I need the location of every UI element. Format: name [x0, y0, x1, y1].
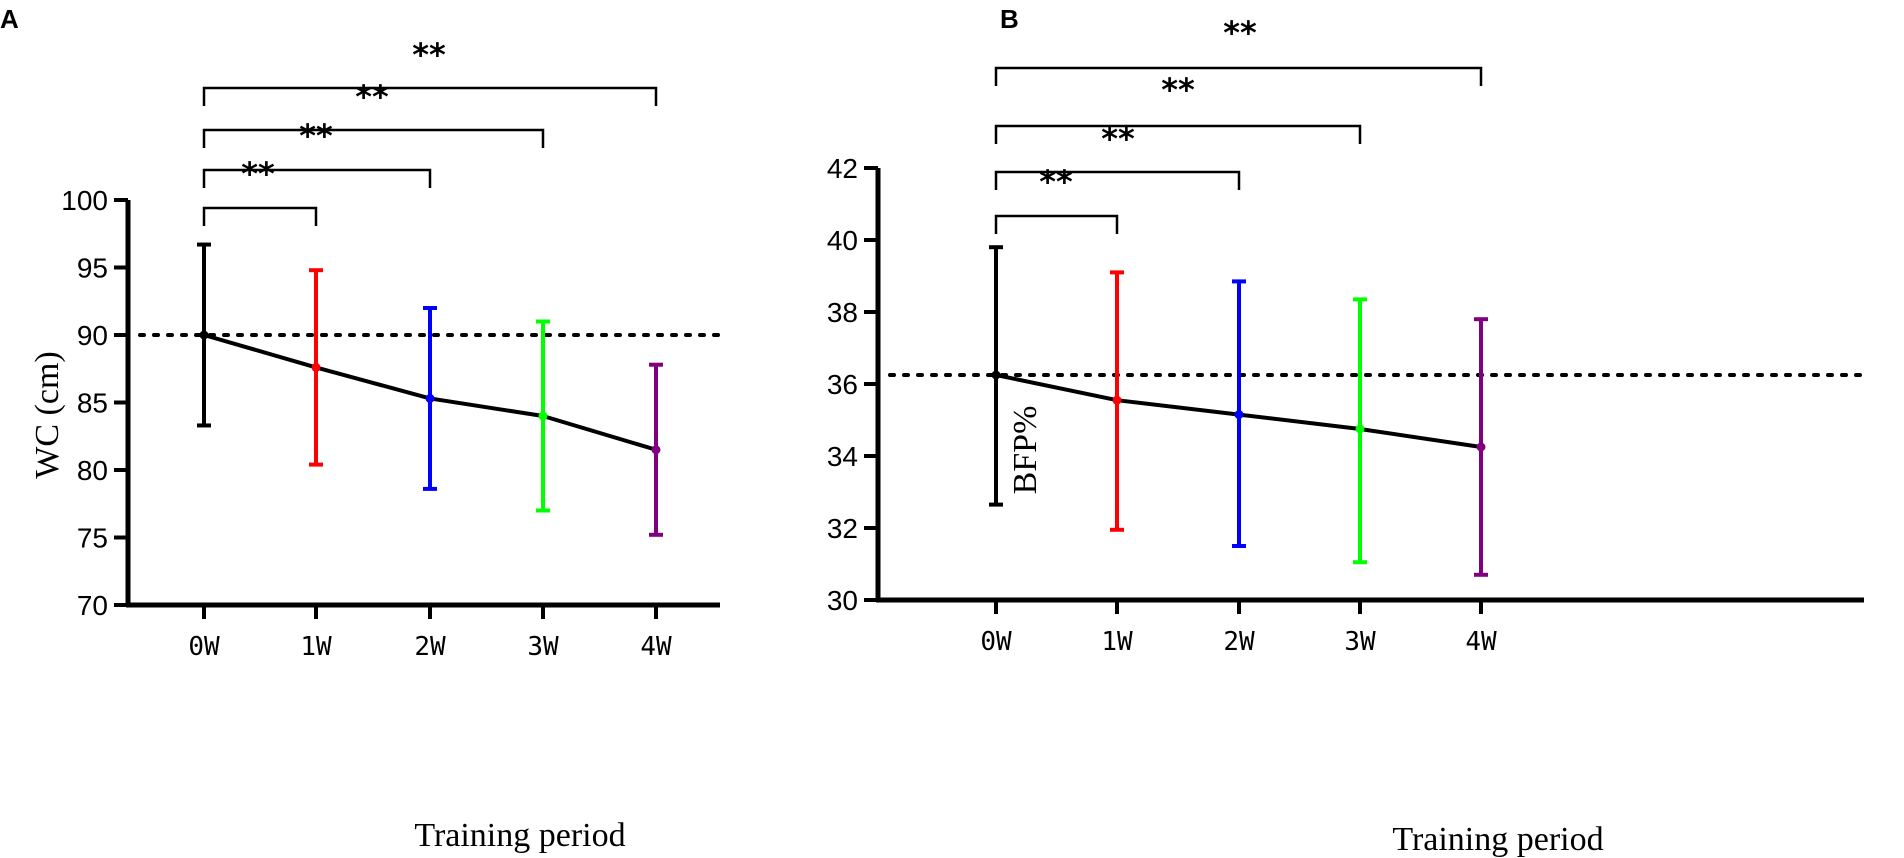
- y-tick-label: 100: [61, 185, 108, 216]
- y-tick-label: 95: [77, 253, 108, 284]
- significance-bracket: [994, 214, 1119, 234]
- data-point: [538, 411, 548, 421]
- data-point: [1112, 395, 1122, 405]
- y-tick-label: 34: [827, 441, 858, 472]
- x-tick-label: 3W: [1344, 627, 1376, 657]
- y-tick-label: 38: [827, 297, 858, 328]
- x-tick-label: 3W: [527, 632, 559, 662]
- y-tick-label: 30: [827, 585, 858, 616]
- x-tick-label: 1W: [1101, 627, 1133, 657]
- significance-bracket: [202, 86, 658, 106]
- significance-bracket: [202, 206, 318, 226]
- panel-letter-b: B: [1000, 4, 1019, 34]
- y-tick-label: 90: [77, 320, 108, 351]
- significance-stars: **: [241, 155, 275, 193]
- y-tick-label: 70: [77, 590, 108, 621]
- panel-a: A WC (cm) Training period 70 75 80 85 90 95 10…: [0, 4, 722, 854]
- significance-bracket: [994, 170, 1241, 190]
- x-tick-label: 1W: [300, 632, 332, 662]
- significance-stars: **: [299, 117, 333, 155]
- significance-stars: **: [1039, 163, 1073, 201]
- y-tick-label: 80: [77, 455, 108, 486]
- x-tick-label: 2W: [414, 632, 446, 662]
- y-tick-label: 75: [77, 523, 108, 554]
- x-tick-label: 4W: [1465, 627, 1497, 657]
- data-point: [1355, 424, 1365, 434]
- x-tick-label: 4W: [640, 632, 672, 662]
- y-axis-title-b: BFP%: [1007, 406, 1044, 495]
- y-tick-label: 40: [827, 225, 858, 256]
- panel-letter-a: A: [0, 4, 19, 34]
- x-tick-label: 0W: [980, 627, 1012, 657]
- x-axis-title-a: Training period: [414, 817, 625, 854]
- significance-bracket: [202, 168, 432, 188]
- significance-stars: **: [1223, 14, 1257, 52]
- significance-stars: **: [412, 36, 446, 74]
- y-tick-label: 42: [827, 153, 858, 184]
- data-point: [1476, 442, 1486, 452]
- data-point: [1234, 410, 1244, 420]
- data-point: [991, 370, 1001, 380]
- plot-area-a: 70 75 80 85 90 95 100 0W 1W 2W 3W 4W ** ** ** **: [61, 36, 722, 662]
- significance-stars: **: [1161, 71, 1195, 109]
- x-axis-title-b: Training period: [1392, 821, 1603, 858]
- y-tick-label: 32: [827, 513, 858, 544]
- significance-bracket: [994, 124, 1362, 144]
- y-tick-label: 85: [77, 388, 108, 419]
- y-axis-title-a: WC (cm): [29, 351, 66, 478]
- significance-bracket: [202, 128, 545, 148]
- data-point: [199, 330, 209, 340]
- y-tick-label: 36: [827, 369, 858, 400]
- x-tick-label: 2W: [1223, 627, 1255, 657]
- data-point: [425, 393, 435, 403]
- x-tick-label: 0W: [188, 632, 220, 662]
- significance-stars: **: [355, 78, 389, 116]
- panel-b: B BFP% Training period 30 32 34 36 38 40 42 0W 1…: [827, 4, 1866, 858]
- data-point: [651, 445, 661, 455]
- data-point: [311, 362, 321, 372]
- significance-bracket: [994, 66, 1483, 86]
